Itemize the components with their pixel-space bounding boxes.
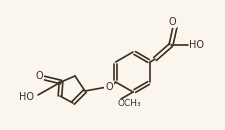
Text: O: O (167, 17, 175, 27)
Text: O: O (35, 71, 43, 81)
Text: HO: HO (189, 40, 204, 50)
Text: HO: HO (19, 92, 34, 102)
Text: OCH₃: OCH₃ (117, 99, 140, 109)
Text: O: O (105, 82, 112, 92)
